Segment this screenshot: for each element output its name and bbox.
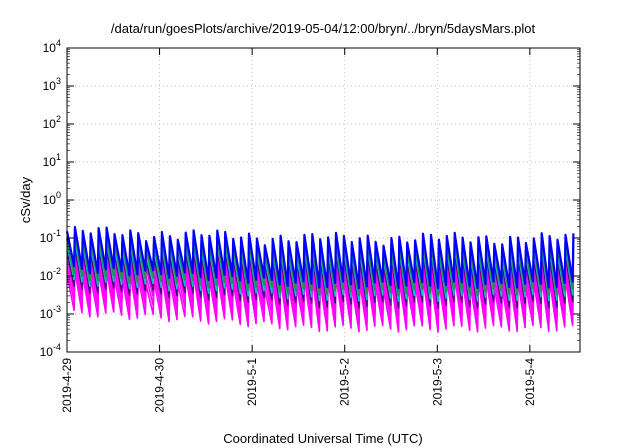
series-group — [65, 225, 575, 333]
x-axis: 2019-4-29 2019-4-30 2019-5-1 2019-5-2 2019-5… — [60, 48, 537, 413]
x-tick-label: 2019-5-3 — [430, 358, 444, 406]
y-tick-label: 102 — [43, 114, 61, 131]
y-tick-label: 101 — [43, 152, 61, 169]
y-tick-label: 10-2 — [40, 266, 61, 283]
x-tick-label: 2019-4-29 — [60, 358, 74, 413]
x-tick-label: 2019-4-30 — [153, 358, 167, 413]
x-tick-label: 2019-5-4 — [523, 358, 537, 406]
y-tick-label: 103 — [43, 76, 61, 93]
y-tick-label: 10-4 — [40, 342, 61, 359]
series-line — [65, 225, 575, 290]
y-tick-label: 10-3 — [40, 304, 61, 321]
y-tick-label: 10-1 — [40, 228, 61, 245]
y-tick-label: 100 — [43, 190, 61, 207]
x-tick-label: 2019-5-2 — [338, 358, 352, 406]
x-axis-label: Coordinated Universal Time (UTC) — [223, 431, 422, 446]
x-tick-label: 2019-5-1 — [245, 358, 259, 406]
chart-title: /data/run/goesPlots/archive/2019-05-04/1… — [111, 21, 536, 36]
y-axis-label: cSv/day — [18, 176, 33, 223]
y-axis: 10-4 10-3 10-2 10-1 100 101 102 103 104 — [40, 38, 580, 359]
y-tick-label: 104 — [43, 38, 61, 55]
